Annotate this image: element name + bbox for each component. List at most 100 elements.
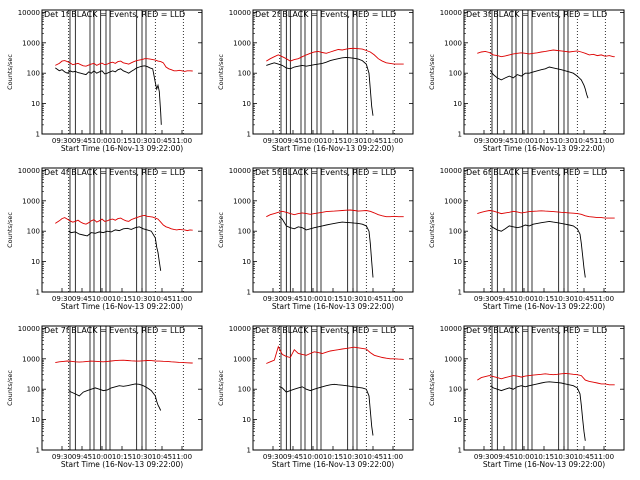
x-tick-label: 10:00 bbox=[303, 295, 323, 303]
x-tick-label: 10:00 bbox=[303, 137, 323, 145]
y-axis-label: Counts/sec bbox=[428, 370, 436, 406]
x-tick-label: 10:15 bbox=[534, 137, 554, 145]
x-tick-label: 11:00 bbox=[594, 453, 614, 461]
x-tick-label: 09:45 bbox=[283, 137, 303, 145]
x-tick-label: 10:00 bbox=[303, 453, 323, 461]
y-tick-label: 100 bbox=[449, 70, 462, 78]
y-tick-label: 10 bbox=[31, 258, 40, 266]
x-tick-label: 10:15 bbox=[112, 137, 132, 145]
y-tick-label: 10000 bbox=[440, 9, 462, 17]
x-tick-label: 10:30 bbox=[132, 295, 152, 303]
x-tick-label: 10:45 bbox=[363, 137, 383, 145]
x-tick-label: 09:30 bbox=[263, 137, 283, 145]
y-tick-label: 10 bbox=[242, 416, 251, 424]
x-tick-label: 10:30 bbox=[554, 453, 574, 461]
panel-title: Det 7f BLACK = Events, RED = LLD bbox=[44, 326, 185, 335]
panel-title: Det 1f BLACK = Events, RED = LLD bbox=[44, 10, 185, 19]
x-tick-label: 09:45 bbox=[283, 295, 303, 303]
x-axis-label: Start Time (16-Nov-13 09:22:00) bbox=[483, 302, 605, 311]
x-tick-label: 10:45 bbox=[152, 137, 172, 145]
x-axis-label: Start Time (16-Nov-13 09:22:00) bbox=[61, 144, 183, 153]
x-tick-label: 09:30 bbox=[474, 453, 494, 461]
panel-det-1: Det 1f BLACK = Events, RED = LLD 1 10 100 10… bbox=[6, 9, 203, 153]
x-axis-label: Start Time (16-Nov-13 09:22:00) bbox=[272, 302, 394, 311]
x-tick-label: 10:15 bbox=[323, 137, 343, 145]
y-tick-label: 10000 bbox=[440, 167, 462, 175]
events-series-line bbox=[279, 383, 374, 436]
x-tick-label: 09:30 bbox=[52, 453, 72, 461]
y-tick-label: 1000 bbox=[22, 39, 40, 47]
x-tick-label: 10:45 bbox=[574, 453, 594, 461]
y-tick-label: 100 bbox=[238, 228, 251, 236]
x-tick-label: 10:00 bbox=[514, 453, 534, 461]
x-axis-label: Start Time (16-Nov-13 09:22:00) bbox=[483, 144, 605, 153]
panel-title: Det 4f BLACK = Events, RED = LLD bbox=[44, 168, 185, 177]
events-series-line bbox=[266, 56, 374, 116]
lld-series-line bbox=[55, 58, 193, 72]
x-tick-label: 10:00 bbox=[92, 137, 112, 145]
x-tick-label: 09:45 bbox=[72, 295, 92, 303]
panel-title: Det 9f BLACK = Events, RED = LLD bbox=[466, 326, 607, 335]
events-series-line bbox=[55, 65, 162, 125]
x-tick-label: 09:30 bbox=[263, 295, 283, 303]
plot-frame bbox=[252, 9, 414, 135]
y-axis-label: Counts/sec bbox=[6, 54, 14, 90]
x-tick-label: 11:00 bbox=[172, 453, 192, 461]
x-tick-label: 10:00 bbox=[514, 295, 534, 303]
lld-series-line bbox=[55, 359, 193, 364]
x-axis-label: Start Time (16-Nov-13 09:22:00) bbox=[61, 460, 183, 469]
x-tick-label: 09:30 bbox=[474, 137, 494, 145]
x-tick-label: 11:00 bbox=[383, 137, 403, 145]
plot-frame bbox=[463, 167, 625, 293]
y-tick-label: 1000 bbox=[233, 355, 251, 363]
x-tick-label: 09:45 bbox=[72, 453, 92, 461]
x-tick-label: 09:30 bbox=[263, 453, 283, 461]
y-tick-label: 10000 bbox=[18, 9, 40, 17]
lld-series-line bbox=[266, 209, 404, 218]
lld-series-line bbox=[55, 214, 193, 232]
x-tick-label: 10:15 bbox=[112, 453, 132, 461]
plot-frame bbox=[463, 9, 625, 135]
y-tick-label: 1000 bbox=[233, 39, 251, 47]
y-tick-label: 100 bbox=[238, 386, 251, 394]
plot-frame bbox=[41, 325, 203, 451]
lld-series-line bbox=[266, 47, 404, 65]
y-tick-label: 100 bbox=[27, 70, 40, 78]
panel-det-6: Det 6f BLACK = Events, RED = LLD 1 10 100 10… bbox=[428, 167, 625, 311]
x-tick-label: 11:00 bbox=[594, 137, 614, 145]
x-tick-label: 10:15 bbox=[534, 453, 554, 461]
y-axis-label: Counts/sec bbox=[217, 370, 225, 406]
y-tick-label: 10 bbox=[31, 100, 40, 108]
x-tick-label: 10:30 bbox=[343, 453, 363, 461]
x-tick-label: 10:30 bbox=[554, 295, 574, 303]
x-tick-label: 10:15 bbox=[323, 295, 343, 303]
x-tick-label: 10:15 bbox=[112, 295, 132, 303]
x-tick-label: 10:15 bbox=[323, 453, 343, 461]
x-tick-label: 09:30 bbox=[52, 137, 72, 145]
x-tick-label: 10:30 bbox=[554, 137, 574, 145]
panel-det-7: Det 7f BLACK = Events, RED = LLD 1 10 100 10… bbox=[6, 325, 203, 469]
plot-frame bbox=[463, 325, 625, 451]
panel-title: Det 2f BLACK = Events, RED = LLD bbox=[255, 10, 396, 19]
x-tick-label: 10:30 bbox=[343, 137, 363, 145]
y-tick-label: 1 bbox=[247, 289, 251, 297]
x-tick-label: 10:45 bbox=[574, 137, 594, 145]
y-tick-label: 100 bbox=[238, 70, 251, 78]
y-tick-label: 1000 bbox=[22, 355, 40, 363]
x-tick-label: 10:45 bbox=[363, 295, 383, 303]
x-tick-label: 10:00 bbox=[92, 453, 112, 461]
y-tick-label: 1000 bbox=[444, 197, 462, 205]
y-tick-label: 1 bbox=[458, 289, 462, 297]
y-tick-label: 1 bbox=[36, 131, 40, 139]
x-tick-label: 10:00 bbox=[92, 295, 112, 303]
x-tick-label: 10:45 bbox=[574, 295, 594, 303]
panel-det-4: Det 4f BLACK = Events, RED = LLD 1 10 100 10… bbox=[6, 167, 203, 311]
events-series-line bbox=[279, 216, 374, 278]
x-tick-label: 10:30 bbox=[132, 453, 152, 461]
x-tick-label: 10:15 bbox=[534, 295, 554, 303]
x-tick-label: 10:30 bbox=[132, 137, 152, 145]
x-tick-label: 10:45 bbox=[363, 453, 383, 461]
x-axis-label: Start Time (16-Nov-13 09:22:00) bbox=[272, 460, 394, 469]
y-axis-label: Counts/sec bbox=[428, 54, 436, 90]
y-tick-label: 10 bbox=[242, 100, 251, 108]
